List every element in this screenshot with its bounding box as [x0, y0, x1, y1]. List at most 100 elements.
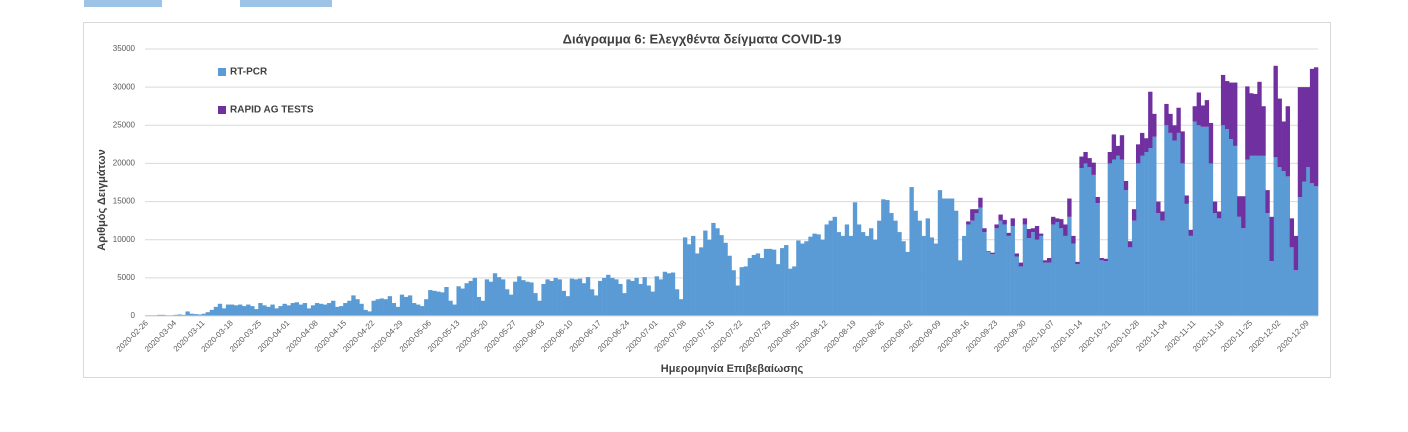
bar [1087, 167, 1092, 316]
bar [735, 285, 740, 316]
bar [577, 278, 583, 316]
bar [185, 311, 190, 316]
bar [1265, 190, 1270, 214]
bar [941, 198, 947, 316]
bar [937, 190, 943, 316]
bar [294, 302, 300, 316]
bar [1144, 151, 1149, 316]
bar [1176, 107, 1181, 133]
bar [784, 245, 789, 316]
bar [1204, 126, 1210, 316]
bar [715, 228, 720, 316]
bar [1067, 216, 1072, 316]
bar [1083, 163, 1088, 316]
legend-label: RT-PCR [230, 67, 268, 78]
bar [1313, 186, 1319, 316]
bar [278, 306, 283, 316]
bar [1216, 218, 1222, 316]
bar [1245, 86, 1250, 160]
bar [1297, 87, 1303, 197]
bar [367, 311, 372, 316]
bar [569, 278, 575, 316]
bar [606, 274, 611, 316]
bar [1180, 131, 1185, 164]
bar [966, 221, 971, 225]
bar [1196, 92, 1201, 126]
bar [1164, 103, 1169, 126]
bar [1305, 87, 1311, 168]
bar [691, 235, 696, 316]
bar [1091, 174, 1096, 316]
bar [1107, 163, 1113, 316]
bar [990, 252, 995, 255]
bar [1285, 176, 1290, 316]
bar [1273, 65, 1278, 158]
bar [921, 235, 926, 316]
bar [1067, 198, 1072, 217]
bar [484, 279, 490, 316]
bar [1051, 224, 1056, 316]
bar [1257, 155, 1262, 316]
bar [343, 303, 348, 316]
bar [246, 304, 251, 316]
bar [763, 248, 769, 316]
bar [1208, 122, 1214, 164]
bar [1014, 253, 1019, 257]
bar [411, 303, 417, 316]
bar [889, 213, 894, 316]
bar [1075, 264, 1080, 316]
bar [1091, 162, 1096, 175]
bar [828, 220, 833, 316]
bar [549, 280, 554, 316]
bar [1277, 98, 1282, 168]
bar [864, 235, 870, 316]
bar [573, 279, 579, 316]
bar [363, 309, 368, 316]
bar [1107, 151, 1113, 164]
bar [788, 268, 793, 316]
bar [877, 220, 882, 316]
bar [1059, 228, 1064, 316]
bar [602, 277, 607, 316]
bar [177, 314, 182, 316]
bar [157, 314, 162, 316]
bar [1014, 256, 1019, 316]
bar [626, 279, 631, 316]
y-tick-label: 30000 [113, 82, 136, 91]
bar [622, 293, 627, 316]
bar [1229, 82, 1234, 140]
bar [796, 240, 801, 316]
bar [1018, 266, 1024, 316]
bar [743, 266, 748, 316]
bar [1204, 100, 1210, 127]
bar [1099, 260, 1104, 316]
bar [395, 306, 401, 316]
bar [1055, 218, 1060, 223]
bar [670, 272, 676, 316]
bar [873, 239, 878, 316]
bar [383, 299, 388, 316]
bar [1253, 94, 1258, 156]
y-axis-label: Αριθμός Δειγμάτων [96, 149, 108, 250]
bar [1257, 81, 1262, 156]
bar [1285, 106, 1290, 177]
y-tick-label: 15000 [113, 197, 136, 206]
bar [335, 306, 340, 316]
bar [1119, 135, 1125, 160]
bar [492, 273, 498, 316]
bar [557, 279, 562, 316]
bar [739, 267, 744, 316]
bar [428, 290, 433, 316]
bar [314, 303, 320, 316]
bar [197, 314, 202, 316]
bar [1010, 225, 1015, 316]
bar [1269, 261, 1274, 316]
bar [1293, 270, 1299, 316]
bar [440, 292, 445, 316]
bar [1006, 235, 1011, 316]
bar [480, 300, 486, 316]
bar [598, 280, 603, 316]
bar [1261, 106, 1266, 156]
bar [1289, 218, 1295, 248]
